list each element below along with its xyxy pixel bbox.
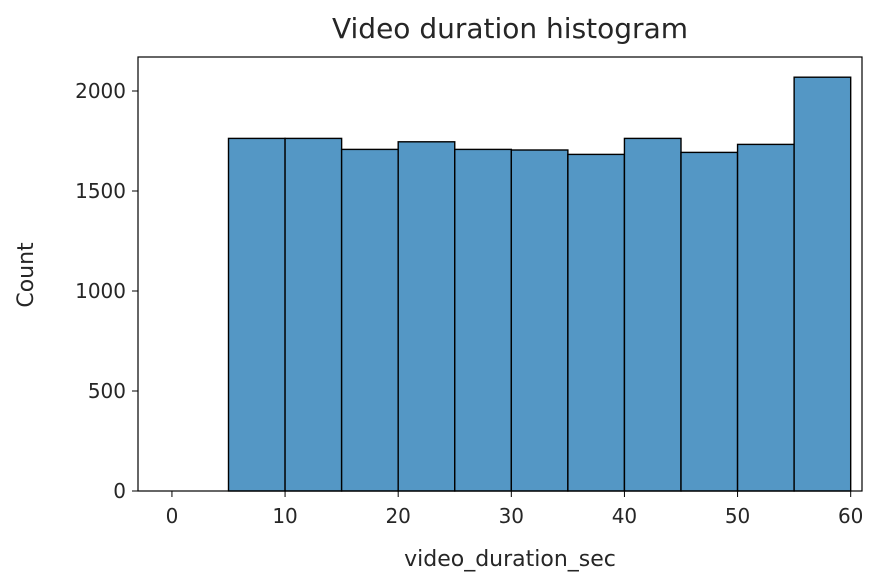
- y-axis-label: Count: [14, 242, 39, 308]
- histogram-bar: [567, 153, 626, 492]
- plot-frame: [137, 56, 863, 492]
- histogram-bar: [510, 149, 569, 492]
- y-tick-label: 0: [113, 479, 126, 503]
- y-tick-label: 1500: [75, 179, 126, 203]
- histogram-bar: [284, 137, 343, 492]
- y-axis-ticks: 0 500 1000 1500 2000: [75, 79, 138, 503]
- x-tick-label: 40: [612, 504, 637, 528]
- histogram-bar: [623, 137, 682, 492]
- histogram-bar: [227, 137, 286, 492]
- histogram-bar: [454, 148, 513, 492]
- x-tick-label: 20: [385, 504, 410, 528]
- y-tick-label: 500: [88, 379, 126, 403]
- histogram-bar: [340, 148, 399, 492]
- chart-title: Video duration histogram: [332, 12, 688, 45]
- y-tick-label: 1000: [75, 279, 126, 303]
- x-tick-label: 60: [838, 504, 863, 528]
- bars-layer: [227, 76, 852, 492]
- x-tick-label: 50: [725, 504, 750, 528]
- y-tick-label: 2000: [75, 79, 126, 103]
- histogram-bar: [680, 151, 739, 492]
- histogram-bar: [397, 141, 456, 492]
- histogram-bar: [793, 76, 852, 492]
- x-tick-label: 10: [272, 504, 297, 528]
- histogram-bar: [736, 143, 795, 492]
- x-axis-label: video_duration_sec: [404, 547, 616, 572]
- x-tick-label: 0: [166, 504, 179, 528]
- x-axis-ticks: 0 10 20 30 40 50 60: [166, 491, 863, 528]
- x-tick-label: 30: [499, 504, 524, 528]
